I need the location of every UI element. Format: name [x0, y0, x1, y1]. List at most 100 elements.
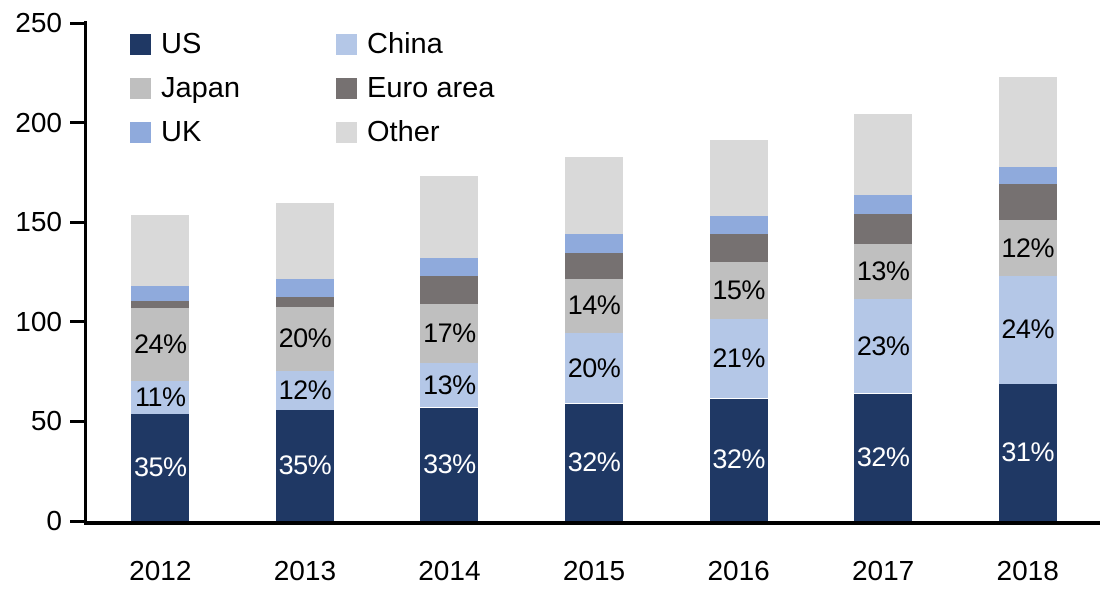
x-tick-label-2012: 2012: [129, 555, 192, 586]
bar-data-label-us-2013: 35%: [278, 450, 332, 481]
x-tick-label-2017: 2017: [851, 555, 915, 586]
bar-segment-china-2013: [275, 370, 334, 411]
bar-data-label-japan-2017: 13%: [856, 256, 910, 286]
bar-segment-china-2017: [854, 298, 913, 394]
bar-data-label-china-2018: 24%: [1001, 314, 1054, 345]
bar-segment-uk-2014: [420, 258, 479, 276]
bar-segment-japan-2017: [854, 244, 913, 299]
legend-label-other: Other: [367, 115, 440, 148]
bar-segment-other-2012: [131, 215, 190, 286]
bar-data-label-china-2013: 12%: [278, 375, 332, 405]
legend-swatch-icon-other: [336, 121, 357, 143]
bar-segment-other-2018: [998, 76, 1057, 168]
bar-data-label-us-2018: 31%: [1001, 436, 1054, 467]
x-tick-label-2013: 2013: [273, 555, 337, 586]
bar-segment-euro-area-2017: [854, 214, 913, 245]
bar-segment-china-2014: [420, 362, 479, 408]
bar-segment-euro-area-2012: [131, 300, 190, 308]
legend-swatch-icon-japan: [130, 77, 151, 99]
legend-item-other: Other: [336, 110, 494, 154]
bar-segment-uk-2016: [709, 216, 768, 235]
legend-item-uk: UK: [130, 110, 336, 154]
bar-segment-japan-2015: [565, 279, 623, 333]
bar-segment-other-2017: [854, 113, 913, 196]
bar-data-label-us-2012: 35%: [134, 452, 187, 483]
bar-segment-china-2018: [998, 276, 1057, 384]
x-tick-label-2015: 2015: [562, 555, 626, 586]
bar-segment-euro-area-2015: [565, 253, 623, 279]
bar-data-label-china-2017: 23%: [856, 330, 910, 361]
y-tick-label: 0: [46, 505, 62, 536]
bar-segment-japan-2014: [420, 303, 479, 363]
y-tick-label: 150: [15, 206, 62, 238]
bar-segment-uk-2013: [275, 279, 334, 297]
bar-data-label-japan-2012: 24%: [134, 328, 187, 359]
legend-label-japan: Japan: [161, 71, 241, 104]
bar-data-label-japan-2014: 17%: [423, 317, 476, 348]
x-tick-label-2018: 2018: [996, 555, 1059, 586]
legend-item-us: US: [130, 22, 336, 66]
bar-segment-china-2016: [709, 318, 768, 399]
x-tick-label-2016: 2016: [707, 555, 770, 586]
bar-segment-us-2017: [854, 393, 913, 521]
bar-segment-uk-2015: [565, 234, 623, 254]
legend: US China Japan Euro area UK Other: [130, 22, 494, 154]
legend-label-us: US: [161, 27, 202, 60]
bar-segment-other-2014: [420, 176, 479, 259]
bar-segment-other-2015: [565, 156, 623, 235]
bar-segment-china-2015: [565, 332, 623, 404]
bar-segment-us-2016: [709, 398, 768, 521]
bar-data-label-china-2016: 21%: [712, 343, 765, 374]
legend-swatch-icon-euro-area: [336, 77, 357, 99]
bar-data-label-japan-2018: 12%: [1001, 232, 1054, 263]
bar-segment-euro-area-2018: [998, 184, 1057, 221]
y-tick-mark: [70, 419, 84, 423]
bar-segment-euro-area-2014: [420, 276, 479, 304]
bar-data-label-china-2014: 13%: [423, 369, 476, 400]
bar-segment-uk-2017: [854, 195, 913, 215]
bar-segment-us-2013: [275, 410, 334, 521]
bar-segment-us-2012: [131, 414, 190, 521]
bar-data-label-china-2012: 11%: [135, 382, 186, 412]
bar-data-label-us-2017: 32%: [856, 441, 910, 472]
y-axis-line: [84, 21, 87, 524]
legend-item-euro-area: Euro area: [336, 66, 494, 110]
y-tick-label: 200: [15, 106, 62, 138]
bar-segment-uk-2018: [998, 167, 1057, 185]
bar-segment-japan-2012: [131, 307, 190, 381]
bar-segment-euro-area-2013: [275, 296, 334, 307]
bar-segment-japan-2016: [709, 262, 768, 319]
legend-swatch-icon-uk: [130, 121, 151, 143]
legend-item-japan: Japan: [130, 66, 336, 110]
bar-data-label-japan-2013: 20%: [278, 323, 332, 354]
bar-data-label-us-2014: 33%: [423, 448, 476, 479]
bar-segment-japan-2013: [275, 306, 334, 371]
y-tick-label: 50: [30, 405, 62, 437]
y-tick-mark: [70, 21, 84, 25]
bar-segment-euro-area-2016: [709, 234, 768, 263]
bar-data-label-china-2015: 20%: [567, 352, 621, 383]
legend-swatch-icon-china: [336, 33, 357, 55]
bar-segment-us-2014: [420, 407, 479, 521]
legend-swatch-icon-us: [130, 33, 151, 55]
y-tick-mark: [70, 220, 84, 224]
y-tick-mark: [70, 320, 84, 324]
bar-data-label-us-2015: 32%: [567, 446, 621, 477]
bar-segment-other-2016: [709, 139, 768, 217]
bar-segment-japan-2018: [998, 220, 1057, 276]
bar-segment-china-2012: [131, 380, 190, 415]
y-tick-mark: [70, 519, 84, 523]
y-tick-label: 100: [15, 305, 62, 337]
bar-segment-uk-2012: [131, 285, 190, 301]
x-axis-line: [84, 521, 1100, 525]
bar-segment-us-2018: [998, 383, 1057, 521]
legend-label-euro-area: Euro area: [367, 71, 495, 104]
bar-segment-other-2013: [275, 203, 334, 279]
bar-data-label-japan-2015: 14%: [567, 290, 621, 321]
bar-data-label-japan-2016: 15%: [712, 274, 765, 305]
y-tick-label: 250: [15, 7, 62, 38]
bar-segment-us-2015: [565, 403, 623, 521]
bar-data-label-us-2016: 32%: [712, 444, 765, 475]
y-tick-mark: [70, 121, 84, 125]
